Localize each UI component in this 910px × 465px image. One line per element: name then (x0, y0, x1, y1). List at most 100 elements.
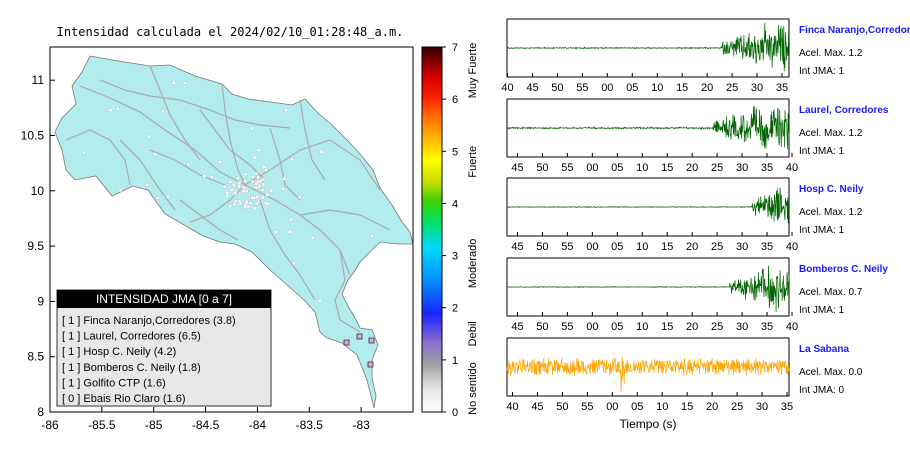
road-line (299, 209, 391, 231)
map-x-tick-label: -83 (352, 418, 370, 432)
waveform-panel: 45 50 55 00 05 10 15 20 25 30 35 40 Hosp C. Neily Ace… (506, 177, 864, 253)
town-marker (370, 233, 375, 238)
road-line (244, 139, 381, 191)
waveform-tick-label: 05 (626, 82, 638, 94)
waveform-tick-label: 00 (586, 321, 598, 333)
waveform-tick-label: 00 (586, 241, 598, 253)
town-marker (265, 193, 269, 197)
station-acel: Acel. Max. 1.2 (799, 128, 863, 139)
town-marker (237, 184, 241, 189)
town-marker (218, 160, 223, 164)
waveform-panel: 40 45 50 55 00 05 10 15 20 25 30 35 La Sabana Acel. M… (506, 337, 863, 413)
town-marker (255, 201, 259, 206)
town-marker (147, 134, 151, 139)
town-marker (242, 185, 246, 190)
town-marker (245, 199, 249, 204)
waveform-tick-label: 05 (611, 321, 623, 333)
town-marker (225, 194, 229, 198)
legend-box (56, 289, 272, 407)
legend-entry: [ 1 ] Finca Naranjo,Corredores (3.8) (62, 315, 236, 327)
waveform-tick-label: 15 (661, 241, 673, 253)
map-y-tick-label: 8 (37, 405, 44, 419)
town-marker (225, 191, 230, 195)
town-markers (82, 81, 375, 303)
map-title: Intensidad calculada el 2024/02/10_01:28… (57, 25, 404, 39)
map-x-tick-label: -85.5 (88, 418, 116, 432)
road-line (65, 129, 131, 186)
waveform-tick-label: 10 (651, 82, 663, 94)
road-line (119, 139, 176, 211)
town-marker (284, 108, 288, 112)
waveform-tick-label: 55 (561, 321, 573, 333)
town-marker (116, 106, 120, 111)
waveform-tick-label: 25 (711, 241, 723, 253)
waveform-tick-label: 55 (561, 162, 573, 174)
waveform-trace (506, 356, 790, 393)
waveform-tick-label: 35 (776, 82, 788, 94)
waveform-tick-label: 20 (686, 241, 698, 253)
town-marker (236, 176, 240, 180)
waveform-tick-label: 45 (511, 321, 523, 333)
station-name: Laurel, Corredores (799, 105, 889, 116)
colorbar-tick-label: 4 (452, 198, 458, 210)
waveform-trace (506, 22, 790, 72)
town-marker (318, 299, 322, 303)
town-marker (261, 195, 265, 200)
station-marker-golfito (343, 339, 350, 346)
town-marker (244, 172, 248, 176)
waveform-tick-label: 20 (701, 82, 713, 94)
road-line (99, 79, 291, 129)
colorbar-labels: No sentido Debil Moderado Fuerte Muy Fuerte (467, 43, 479, 415)
town-marker (171, 81, 176, 85)
station-acel: Acel. Max. 0.0 (799, 367, 863, 378)
town-marker (161, 109, 165, 114)
waveform-tick-label: 50 (536, 321, 548, 333)
town-marker (243, 179, 248, 183)
road-line (149, 149, 226, 186)
station-marker-bomberos (367, 361, 374, 368)
town-marker (273, 230, 278, 235)
town-marker (118, 188, 123, 192)
colorbar-tick-label: 6 (452, 94, 458, 106)
waveform-tick-label: 35 (781, 401, 793, 413)
town-marker (241, 189, 246, 193)
town-marker (209, 175, 214, 179)
waveform-tick-label: 55 (581, 401, 593, 413)
map-y-tick-label: 10.5 (21, 128, 45, 142)
town-marker (249, 201, 253, 205)
town-marker (229, 188, 234, 192)
town-marker (145, 183, 149, 187)
town-marker (250, 179, 255, 184)
waveform-tick-label: 00 (606, 401, 618, 413)
town-marker (251, 175, 255, 179)
costa-rica-land (54, 55, 414, 409)
town-marker (269, 189, 273, 193)
waveform-tick-label: 25 (726, 82, 738, 94)
town-marker (256, 148, 261, 153)
waveform-tick-label: 15 (676, 82, 688, 94)
town-marker (266, 202, 270, 206)
town-marker (289, 217, 293, 222)
legend-entry: [ 0 ] Ebais Rio Claro (1.6) (62, 393, 186, 405)
town-marker (202, 174, 206, 178)
waveform-tick-label: 30 (751, 82, 763, 94)
map-x-tick-label: -85 (145, 418, 163, 432)
waveform-trace (506, 265, 790, 313)
town-marker (228, 204, 233, 208)
town-marker (234, 199, 238, 203)
colorbar-tick-label: 7 (452, 42, 458, 54)
map-y-tick-label: 8.5 (27, 350, 44, 364)
station-marker-laurel (368, 337, 375, 344)
road-line (189, 184, 246, 223)
waveform-tick-label: 15 (661, 321, 673, 333)
colorbar-ticks: 0 1 2 3 4 5 6 7 (442, 42, 458, 419)
station-int: Int JMA: 1 (799, 305, 844, 316)
town-marker (238, 201, 243, 206)
legend-title-bar (57, 290, 271, 308)
legend-entry: [ 1 ] Golfito CTP (1.6) (62, 377, 166, 389)
town-marker (254, 185, 258, 190)
waveform-tick-label: 25 (731, 401, 743, 413)
road-line (79, 85, 246, 186)
town-marker (292, 261, 296, 265)
